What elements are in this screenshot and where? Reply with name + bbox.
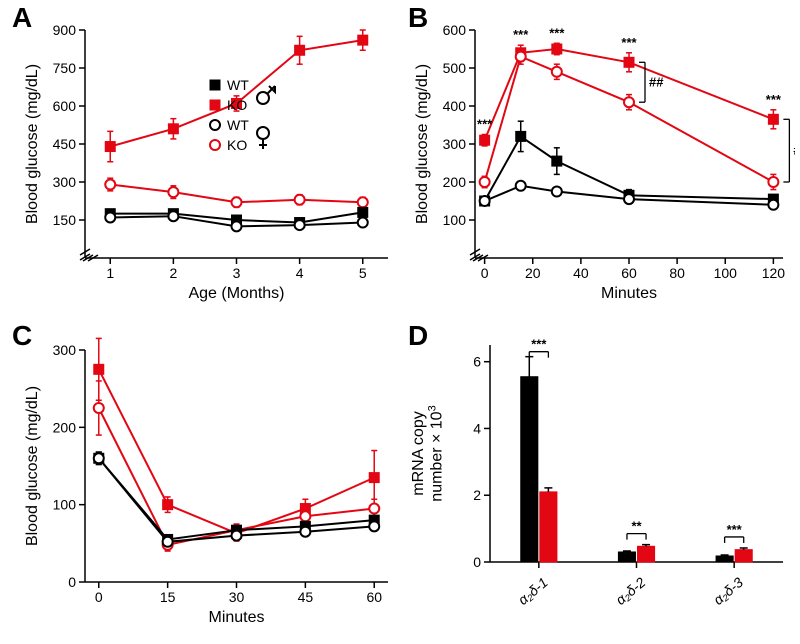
- svg-text:α₂δ-3: α₂δ-3: [710, 574, 746, 608]
- svg-text:Minutes: Minutes: [208, 609, 264, 626]
- svg-text:450: 450: [53, 136, 77, 152]
- svg-text:80: 80: [669, 265, 685, 281]
- svg-text:200: 200: [53, 419, 77, 435]
- svg-text:##: ##: [649, 74, 664, 89]
- svg-text:***: ***: [477, 117, 493, 132]
- svg-text:###: ###: [793, 143, 795, 158]
- svg-text:***: ***: [766, 92, 782, 107]
- svg-text:2: 2: [169, 265, 177, 281]
- svg-text:5: 5: [359, 265, 367, 281]
- svg-text:***: ***: [531, 337, 547, 352]
- svg-text:0: 0: [481, 265, 489, 281]
- svg-text:***: ***: [621, 35, 637, 50]
- svg-text:40: 40: [573, 265, 589, 281]
- svg-text:60: 60: [366, 589, 382, 605]
- svg-text:200: 200: [443, 174, 467, 190]
- svg-text:KO: KO: [227, 137, 247, 153]
- svg-text:0: 0: [68, 574, 76, 590]
- svg-text:4: 4: [473, 420, 481, 436]
- svg-text:α₂δ-1: α₂δ-1: [515, 574, 551, 608]
- svg-text:**: **: [631, 519, 642, 534]
- svg-text:60: 60: [621, 265, 637, 281]
- svg-text:750: 750: [53, 60, 77, 76]
- svg-text:KO: KO: [227, 97, 247, 113]
- svg-text:600: 600: [53, 98, 77, 114]
- svg-text:1: 1: [106, 265, 114, 281]
- panel-d-svg: 0 2 4 6 mRNA copynumber × 103 α₂δ-1 α₂δ-2 α₂δ-3…: [400, 330, 795, 640]
- svg-text:45: 45: [298, 589, 314, 605]
- svg-text:0: 0: [473, 554, 481, 570]
- panel-b-svg: 0 20 40 60 80 100 120 100 200 300 400 500 600 Minutes…: [400, 10, 795, 310]
- svg-text:Age (Months): Age (Months): [188, 285, 284, 302]
- panel-c-svg: 0 15 30 45 60 0 100 200 300 Minutes Blood glucose …: [10, 330, 400, 640]
- svg-text:mRNA copynumber × 103: mRNA copynumber × 103: [410, 405, 445, 501]
- svg-text:Minutes: Minutes: [601, 285, 657, 302]
- svg-text:6: 6: [473, 354, 481, 370]
- svg-text:***: ***: [727, 522, 743, 537]
- svg-text:300: 300: [443, 136, 467, 152]
- figure-root: A 12345150300450600750900Age (Months)Blo…: [0, 0, 800, 644]
- svg-text:300: 300: [53, 342, 77, 358]
- svg-text:300: 300: [53, 174, 77, 190]
- svg-text:Blood glucose (mg/dL): Blood glucose (mg/dL): [414, 64, 431, 224]
- svg-text:600: 600: [443, 22, 467, 38]
- svg-text:**: **: [94, 330, 105, 335]
- svg-text:4: 4: [296, 265, 304, 281]
- svg-text:Blood glucose (mg/dL): Blood glucose (mg/dL): [24, 386, 41, 546]
- svg-text:100: 100: [443, 212, 467, 228]
- svg-text:Blood glucose (mg/dL): Blood glucose (mg/dL): [24, 64, 41, 224]
- svg-text:120: 120: [762, 265, 786, 281]
- svg-text:2: 2: [473, 487, 481, 503]
- svg-text:100: 100: [714, 265, 738, 281]
- svg-text:WT: WT: [227, 77, 249, 93]
- svg-text:900: 900: [53, 22, 77, 38]
- panel-a: 1 2 3 4 5 150 300 450 600 750 900 Age (Months) Blood…: [10, 10, 400, 310]
- svg-text:400: 400: [443, 98, 467, 114]
- svg-text:0: 0: [95, 589, 103, 605]
- svg-text:***: ***: [513, 27, 529, 42]
- panel-a-svg: 1 2 3 4 5 150 300 450 600 750 900 Age (Months) Blood…: [10, 10, 400, 310]
- svg-text:3: 3: [233, 265, 241, 281]
- svg-text:α₂δ-2: α₂δ-2: [612, 574, 648, 608]
- svg-text:20: 20: [525, 265, 541, 281]
- panel-c: 0 15 30 45 60 0 100 200 300 Minutes Blood glucose …: [10, 330, 400, 640]
- panel-b: 0 20 40 60 80 100 120 100 200 300 400 500 600 Minutes…: [400, 10, 795, 310]
- svg-text:500: 500: [443, 60, 467, 76]
- svg-text:150: 150: [53, 212, 77, 228]
- svg-text:100: 100: [53, 497, 77, 513]
- panel-d: 0 2 4 6 mRNA copynumber × 103 α₂δ-1 α₂δ-2 α₂δ-3…: [400, 330, 795, 640]
- svg-text:15: 15: [160, 589, 176, 605]
- svg-text:30: 30: [229, 589, 245, 605]
- svg-text:***: ***: [549, 25, 565, 40]
- svg-text:WT: WT: [227, 117, 249, 133]
